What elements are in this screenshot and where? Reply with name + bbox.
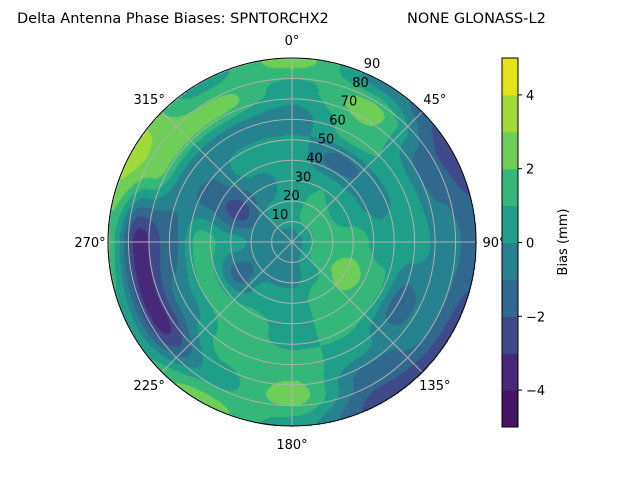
chart-title-left: Delta Antenna Phase Biases: SPNTORCHX2 — [17, 11, 329, 27]
radial-tick-label: 10 — [272, 208, 289, 223]
colorbar-tick-label: −4 — [526, 384, 545, 399]
polar-frame — [107, 57, 477, 427]
angle-tick-label: 45° — [423, 93, 446, 108]
angular-gridline — [291, 111, 423, 243]
angular-gridline — [161, 241, 293, 373]
colorbar-tick-label: 2 — [526, 163, 534, 178]
angle-tick-label: 90° — [482, 236, 505, 251]
colorbar-level — [502, 353, 518, 391]
radial-tick-label: 50 — [318, 133, 335, 148]
angle-tick-label: 225° — [134, 379, 165, 394]
angular-gridline — [291, 241, 423, 373]
chart-title-right: NONE GLONASS-L2 — [407, 11, 546, 27]
angular-gridline — [161, 111, 293, 243]
colorbar-level — [502, 168, 518, 207]
colorbar-level — [502, 205, 518, 243]
colorbar-level — [502, 316, 518, 354]
angle-tick-label: 0° — [285, 34, 300, 49]
radial-tick-label: 70 — [341, 95, 358, 110]
angle-tick-label: 135° — [419, 379, 450, 394]
colorbar-level — [502, 131, 518, 170]
colorbar-level — [502, 279, 518, 317]
colorbar-tick-label: 4 — [526, 89, 534, 104]
colorbar-tick-label: 0 — [526, 237, 534, 252]
radial-tick-label: 90 — [364, 57, 381, 72]
radial-tick-label: 80 — [352, 76, 369, 91]
radial-tick-label: 30 — [295, 170, 312, 185]
colorbar-level — [502, 94, 518, 133]
colorbar-level — [502, 242, 518, 280]
colorbar-level — [502, 58, 518, 96]
radial-tick-label: 60 — [329, 114, 346, 129]
radial-tick-label: 20 — [283, 189, 300, 204]
colorbar-level — [502, 390, 518, 428]
colorbar-label: Bias (mm) — [556, 209, 571, 276]
radial-tick-label: 40 — [306, 151, 323, 166]
angle-tick-label: 180° — [276, 438, 307, 453]
colorbar-tick-label: −2 — [526, 310, 545, 325]
angle-tick-label: 270° — [74, 236, 105, 251]
angle-tick-label: 315° — [134, 93, 165, 108]
